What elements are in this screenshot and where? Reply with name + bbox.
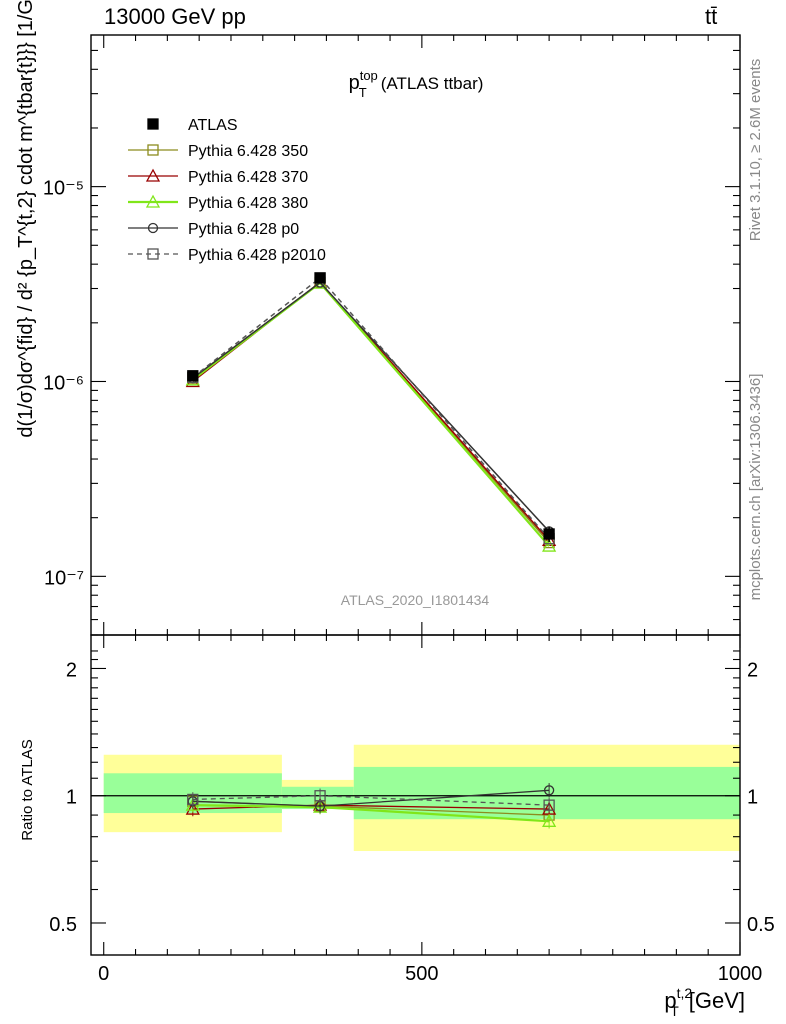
main-series (185, 272, 557, 552)
series-line-4 (192, 276, 550, 540)
legend-label: Pythia 6.428 p0 (188, 221, 299, 238)
legend-label: Pythia 6.428 p2010 (188, 247, 326, 264)
legend-label: Pythia 6.428 350 (188, 143, 308, 160)
legend-marker-5 (147, 248, 159, 260)
ratio-point-4 (314, 790, 326, 802)
ratio-y-tick-label: 2 (66, 659, 77, 681)
svg-text:d(1/σ)dσ^{fid} / d² {p_T^{t,2}: d(1/σ)dσ^{fid} / d² {p_T^{t,2} cdot m^{t… (15, 0, 37, 438)
x-tick-label: 0 (98, 963, 109, 985)
y-tick-label: 10⁻⁷ (44, 567, 84, 589)
atlas-point (543, 528, 555, 540)
mcplots-label: mcplots.cern.ch [arXiv:1306.3436] (747, 374, 764, 601)
legend-marker-4 (147, 222, 159, 234)
axis-ticks (91, 35, 741, 955)
legend-marker-1 (147, 144, 159, 156)
legend-marker-3 (145, 194, 161, 208)
series-line-3 (192, 281, 550, 532)
ratio-point-2 (542, 813, 557, 827)
tick-labels: 0 500 1000 10⁻⁷ 10⁻⁶ 10⁻⁵ 0.5 0.5 1 1 2 2 (43, 178, 775, 985)
ratio-y-tick-label: 0.5 (747, 914, 775, 936)
ratio-y-tick-label: 1 (66, 787, 77, 809)
ratio-y-tick-label: 1 (747, 787, 758, 809)
analysis-watermark: ATLAS_2020_I1801434 (341, 592, 490, 608)
x-tick-label: 500 (405, 963, 438, 985)
legend-label: Pythia 6.428 380 (188, 195, 308, 212)
legend-marker-atlas (147, 118, 159, 130)
x-tick-label: 1000 (718, 963, 763, 985)
legend: ATLAS Pythia 6.428 350 Pythia 6.428 370 Pyt… (128, 117, 326, 264)
series-line-1 (192, 281, 550, 541)
legend-label: Pythia 6.428 370 (188, 169, 308, 186)
ratio-point-1 (185, 801, 200, 815)
ratio-point-4 (543, 799, 555, 811)
y-tick-label: 10⁻⁶ (43, 372, 84, 394)
y-tick-label: 10⁻⁵ (43, 178, 84, 200)
series-point-2 (542, 538, 557, 552)
rivet-label: Rivet 3.1.10, ≥ 2.6M events (747, 59, 764, 242)
inner-band-1 (281, 786, 354, 810)
series-line-2 (192, 281, 550, 547)
ratio-y-tick-label: 2 (747, 659, 758, 681)
atlas-point (187, 370, 199, 382)
main-y-axis-label: d(1/σ)dσ^{fid} / d² {p_T^{t,2} cdot m^{t… (15, 0, 37, 438)
ratio-frame (90, 634, 741, 956)
ratio-y-tick-label: 0.5 (49, 914, 77, 936)
legend-marker-2 (145, 168, 161, 182)
series-line-0 (192, 281, 550, 544)
process-label: tt̄ (705, 4, 718, 29)
atlas-point (314, 272, 326, 284)
ratio-point-3 (543, 785, 555, 796)
plot-title: ptop T (ATLAS ttbar) (349, 68, 484, 100)
plot-frames (90, 34, 741, 956)
inner-band-2 (353, 766, 740, 820)
ratio-y-axis-label: Ratio to ATLAS (19, 739, 36, 840)
legend-label: ATLAS (188, 117, 238, 134)
x-axis-label: pt,2 T [GeV] (664, 985, 745, 1019)
ratio-series (185, 783, 557, 829)
energy-label: 13000 GeV pp (104, 4, 246, 29)
ratio-point-4 (187, 793, 199, 806)
